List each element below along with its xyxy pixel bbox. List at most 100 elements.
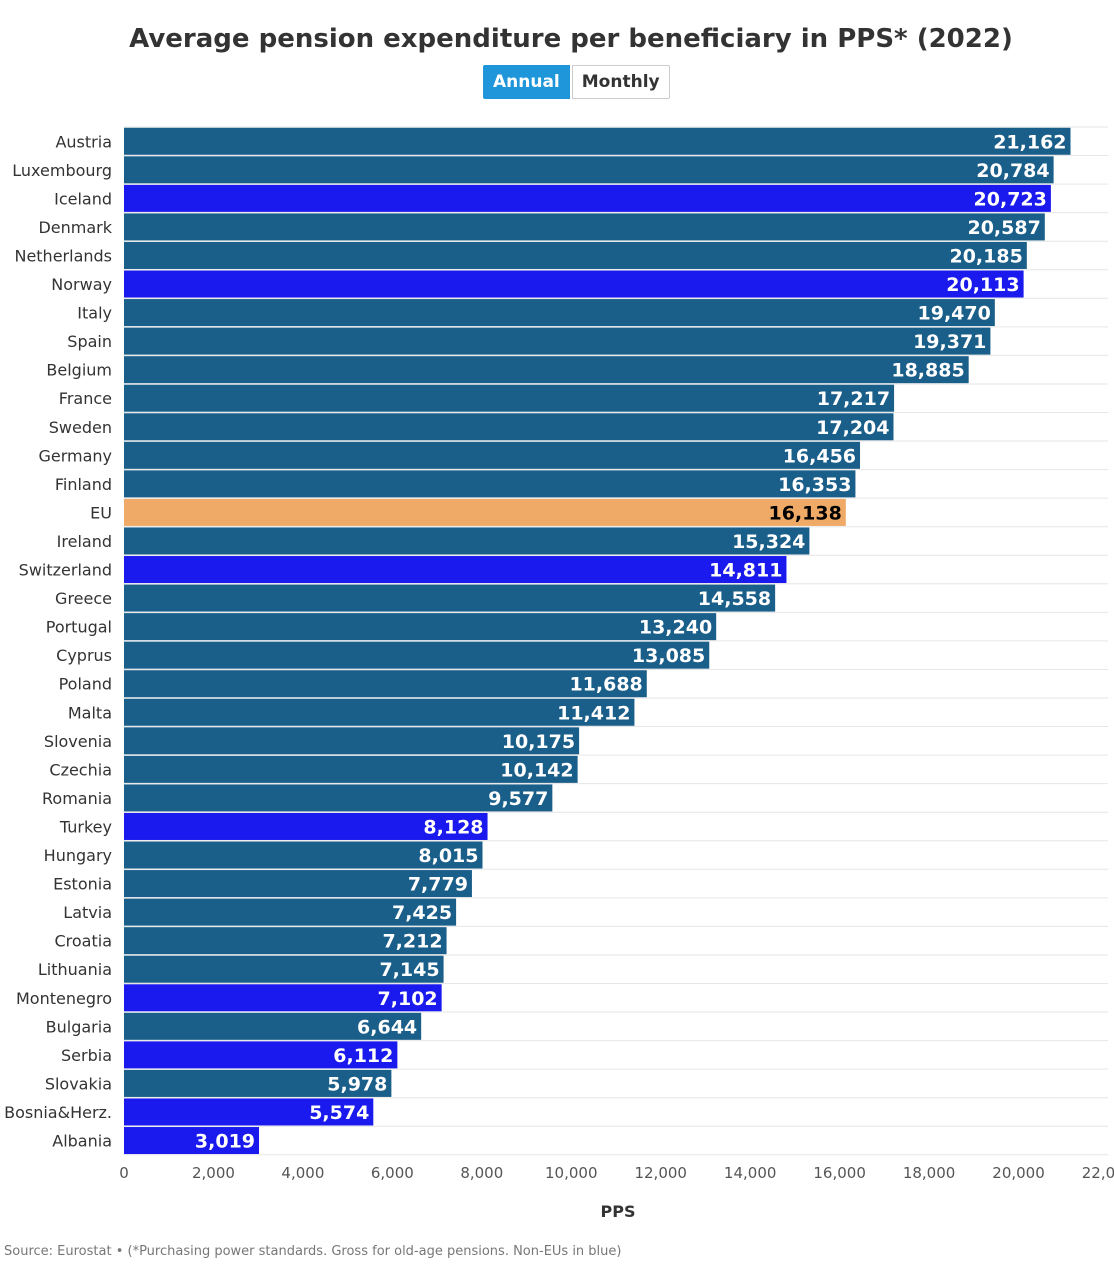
category-label: Poland <box>59 675 112 694</box>
bar-lithuania <box>124 955 444 983</box>
data-label: 17,204 <box>816 417 889 439</box>
category-label: Croatia <box>54 932 112 951</box>
annual-button[interactable]: Annual <box>483 65 570 99</box>
category-label: Serbia <box>61 1046 112 1065</box>
data-label: 17,217 <box>817 388 890 410</box>
data-label: 9,577 <box>488 788 548 810</box>
bar-montenegro <box>124 984 442 1012</box>
data-label: 15,324 <box>732 531 805 553</box>
data-label: 19,470 <box>918 303 991 325</box>
bar-bosnia-herz- <box>124 1098 374 1126</box>
bar-netherlands <box>124 241 1027 269</box>
bar-bulgaria <box>124 1012 422 1040</box>
category-label: Lithuania <box>38 960 112 979</box>
category-label: Bulgaria <box>46 1017 112 1036</box>
bar-croatia <box>124 927 447 955</box>
x-tick-label: 14,000 <box>724 1164 777 1182</box>
category-label: Turkey <box>59 817 112 836</box>
x-tick-label: 20,000 <box>992 1164 1045 1182</box>
category-label: Bosnia&Herz. <box>4 1103 112 1122</box>
bar-greece <box>124 584 776 612</box>
chart-title: Average pension expenditure per benefici… <box>129 24 1013 54</box>
data-label: 3,019 <box>195 1131 255 1153</box>
category-label: Portugal <box>46 618 112 637</box>
x-tick-label: 22,000 <box>1082 1164 1114 1182</box>
bar-italy <box>124 299 995 327</box>
x-tick-label: 0 <box>119 1164 129 1182</box>
bar-france <box>124 384 895 412</box>
data-label: 21,162 <box>993 131 1066 153</box>
category-label: Cyprus <box>56 646 112 665</box>
data-label: 11,412 <box>557 702 630 724</box>
data-label: 6,112 <box>333 1045 393 1067</box>
bar-luxembourg <box>124 156 1054 184</box>
category-label: Denmark <box>38 218 112 237</box>
category-label: Greece <box>55 589 112 608</box>
data-label: 13,240 <box>639 617 712 639</box>
category-label: Albania <box>52 1132 112 1151</box>
category-label: Slovenia <box>44 732 112 751</box>
bar-turkey <box>124 812 488 840</box>
category-label: Estonia <box>53 875 112 894</box>
data-label: 19,371 <box>913 331 986 353</box>
bar-latvia <box>124 898 457 926</box>
data-label: 20,113 <box>946 274 1019 296</box>
bar-eu <box>124 498 846 526</box>
x-axis-title: PPS <box>600 1202 636 1221</box>
bar-cyprus <box>124 641 710 669</box>
data-label: 20,723 <box>974 188 1047 210</box>
data-label: 20,587 <box>967 217 1040 239</box>
category-label: Hungary <box>44 846 112 865</box>
monthly-button[interactable]: Monthly <box>571 65 670 99</box>
category-label: Italy <box>77 304 112 323</box>
data-label: 6,644 <box>357 1016 417 1038</box>
data-label: 7,145 <box>379 959 439 981</box>
data-label: 18,885 <box>891 360 964 382</box>
data-label: 10,175 <box>502 731 575 753</box>
category-label: Ireland <box>57 532 112 551</box>
bar-estonia <box>124 870 472 898</box>
bar-malta <box>124 698 635 726</box>
category-label: Malta <box>68 703 112 722</box>
bar-austria <box>124 127 1071 155</box>
data-label: 13,085 <box>632 645 705 667</box>
bar-belgium <box>124 356 969 384</box>
bar-norway <box>124 270 1024 298</box>
category-label: Netherlands <box>14 246 112 265</box>
x-tick-label: 2,000 <box>192 1164 235 1182</box>
data-label: 20,185 <box>949 245 1022 267</box>
data-label: 20,784 <box>976 160 1049 182</box>
data-label: 16,456 <box>783 445 856 467</box>
data-label: 5,978 <box>327 1073 387 1095</box>
bar-albania <box>124 1127 260 1155</box>
bar-denmark <box>124 213 1045 241</box>
data-label: 16,353 <box>778 474 851 496</box>
x-tick-label: 12,000 <box>634 1164 687 1182</box>
bar-chart: 0 2,000 4,000 6,000 8,000 10,000 12,000 14,000 1… <box>4 126 1114 1182</box>
category-label: Finland <box>55 475 112 494</box>
category-label: Iceland <box>54 189 112 208</box>
bar-czechia <box>124 755 578 783</box>
category-label: Belgium <box>46 361 112 380</box>
bar-spain <box>124 327 991 355</box>
bar-poland <box>124 670 647 698</box>
data-label: 14,558 <box>698 588 771 610</box>
data-label: 8,015 <box>418 845 478 867</box>
x-tick-label: 10,000 <box>545 1164 598 1182</box>
bar-hungary <box>124 841 483 869</box>
bar-portugal <box>124 613 717 641</box>
category-label: France <box>59 389 112 408</box>
category-label: Sweden <box>49 418 112 437</box>
data-label: 11,688 <box>569 674 642 696</box>
source-note: Source: Eurostat • (*Purchasing power st… <box>4 1244 622 1259</box>
data-label: 7,212 <box>382 931 442 953</box>
bar-sweden <box>124 413 894 441</box>
category-label: Norway <box>51 275 112 294</box>
bar-iceland <box>124 184 1051 212</box>
bar-slovakia <box>124 1069 392 1097</box>
period-toggle: Annual Monthly <box>483 65 670 99</box>
category-label: Austria <box>55 132 112 151</box>
bar-slovenia <box>124 727 580 755</box>
bar-ireland <box>124 527 810 555</box>
category-label: EU <box>90 503 112 522</box>
